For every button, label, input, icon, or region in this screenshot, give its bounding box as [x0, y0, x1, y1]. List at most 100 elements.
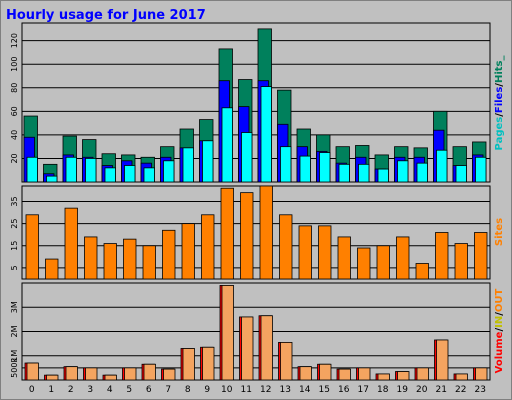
pages-bar [455, 165, 467, 183]
y-tick-label: 80 [10, 83, 19, 93]
pages-bar [163, 160, 175, 183]
sites-bar [318, 225, 332, 280]
sites-bar [240, 192, 254, 280]
pages-bar [338, 163, 350, 183]
out-bar [416, 367, 429, 381]
y-tick-label: 500k [10, 358, 19, 378]
pages-bar [202, 140, 214, 183]
x-tick-label: 14 [299, 385, 311, 395]
pages-bar [104, 167, 116, 183]
out-bar [46, 374, 59, 381]
out-bar [65, 366, 78, 381]
label-pages-files-hits-part: Files [494, 87, 505, 113]
sites-bar [84, 236, 98, 280]
label-volume-in-out-part: OUT [494, 288, 505, 312]
sites-bar [415, 263, 429, 280]
out-bar [85, 367, 98, 381]
out-bar [397, 371, 410, 381]
out-bar [182, 348, 195, 381]
pages-bar [221, 107, 233, 183]
sites-bar [181, 223, 195, 280]
y-tick-label: 20 [10, 153, 19, 163]
out-bar [163, 368, 176, 381]
label-sites: Sites [494, 218, 505, 246]
y-tick-label: 60 [10, 106, 19, 116]
label-pages-files-hits-part: Pages [494, 117, 505, 151]
out-bar [436, 339, 449, 381]
label-volume-in-out: Volume/IN/OUT [494, 288, 505, 373]
sites-bar [162, 229, 176, 280]
x-tick-label: 15 [319, 385, 330, 395]
label-volume-in-out-part: IN [494, 316, 505, 328]
pages-bar [124, 165, 136, 183]
out-bar [124, 367, 137, 381]
label-volume-in-out-part: / [494, 312, 505, 316]
x-tick-label: 22 [455, 385, 466, 395]
pages-bar [85, 158, 97, 183]
sites-bar [474, 232, 488, 280]
x-tick-label: 11 [241, 385, 252, 395]
y-tick-label: 5 [10, 265, 19, 270]
pages-bar [280, 146, 292, 183]
sites-bar [123, 238, 137, 280]
x-tick-label: 4 [107, 385, 113, 395]
sites-bar [337, 236, 351, 280]
x-tick-label: 2 [68, 385, 74, 395]
x-tick-label: 21 [436, 385, 447, 395]
y-tick-label: 40 [10, 130, 19, 140]
label-pages-files-hits: Pages/Files/Hits_ [494, 56, 505, 151]
y-tick-label: 2M [10, 325, 19, 337]
out-bar [280, 342, 293, 381]
out-bar [338, 368, 351, 381]
out-bar [104, 374, 117, 381]
sites-bar [357, 247, 371, 280]
sites-bar [435, 232, 449, 280]
x-tick-label: 17 [358, 385, 369, 395]
out-bar [241, 316, 254, 381]
x-tick-label: 13 [280, 385, 291, 395]
pages-bar [46, 175, 58, 183]
sites-bar [45, 258, 59, 280]
x-tick-label: 8 [185, 385, 191, 395]
y-tick-label: 35 [10, 196, 19, 206]
out-bar [377, 373, 390, 381]
x-tick-label: 23 [475, 385, 486, 395]
chart-title: Hourly usage for June 2017 [6, 8, 206, 23]
label-pages-files-hits-part: / [494, 113, 505, 117]
out-bar [455, 373, 468, 381]
y-tick-label: 1M [10, 350, 19, 362]
x-tick-label: 19 [397, 385, 409, 395]
y-tick-label: 25 [10, 219, 19, 229]
x-tick-label: 20 [416, 385, 428, 395]
sites-bar [376, 245, 390, 280]
x-tick-label: 3 [87, 385, 93, 395]
sites-bar [454, 243, 468, 280]
out-bar [299, 366, 312, 381]
y-tick-label: 15 [10, 241, 19, 251]
sites-bar [25, 214, 39, 280]
x-tick-label: 18 [377, 385, 389, 395]
pages-bar [397, 160, 409, 183]
pages-bar [319, 152, 331, 183]
pages-bar [260, 86, 272, 183]
label-pages-files-hits-part: / [494, 83, 505, 87]
pages-bar [143, 167, 155, 183]
panel-1-frame [21, 22, 491, 183]
out-bar [260, 315, 273, 381]
out-bar [358, 367, 371, 381]
x-tick-label: 9 [204, 385, 210, 395]
sites-bar [259, 185, 273, 280]
sites-bar [396, 236, 410, 280]
pages-bar [241, 132, 253, 183]
out-bar [202, 346, 215, 381]
pages-bar [475, 156, 487, 183]
x-tick-label: 1 [48, 385, 54, 395]
x-tick-label: 12 [260, 385, 271, 395]
pages-bar [65, 156, 77, 183]
pages-bar [182, 147, 194, 183]
x-tick-label: 7 [165, 385, 171, 395]
x-tick-label: 0 [29, 385, 35, 395]
x-tick-label: 5 [126, 385, 132, 395]
x-tick-label: 10 [221, 385, 233, 395]
